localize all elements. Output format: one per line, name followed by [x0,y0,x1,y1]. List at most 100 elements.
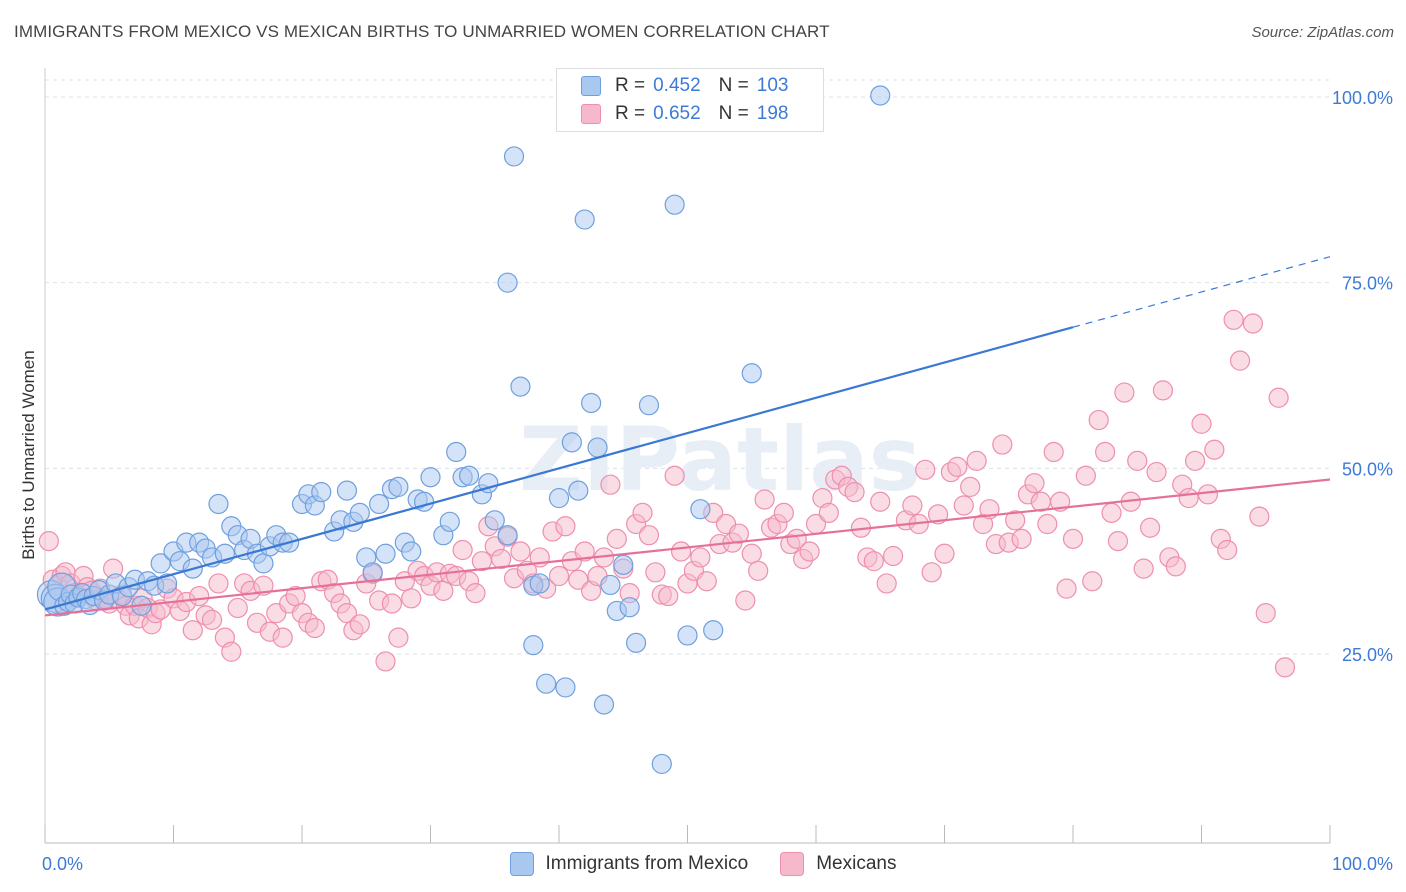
source-label: Source: ZipAtlas.com [1251,24,1394,41]
point-immigrants-96 [677,625,698,646]
axes [44,68,1331,844]
point-immigrants-72 [497,525,518,546]
point-immigrants-93 [638,395,660,416]
point-immigrants-66 [446,441,467,463]
point-mexicans-110 [690,547,711,568]
point-mexicans-107 [670,541,692,562]
point-mexicans-177 [1133,558,1154,579]
legend-r-label: R = [615,103,646,124]
point-mexicans-184 [1178,487,1199,509]
point-mexicans-120 [754,489,775,510]
point-mexicans-161 [1024,473,1045,494]
point-mexicans-31 [182,620,203,641]
point-mexicans-188 [1204,439,1225,460]
tick-labels: 25.0% 50.0% 75.0% 100.0% 0.0% 100.0% [42,88,1393,874]
legend-n-label: N = [718,75,749,96]
point-mexicans-190 [1217,539,1238,561]
legend-row-immigrants: R = 0.452 N = 103 [581,73,788,99]
point-immigrants-99 [741,363,762,384]
bottom-legend-label: Mexicans [816,853,897,874]
bottom-legend-swatch-pink [780,852,805,876]
point-mexicans-0 [38,531,59,552]
point-mexicans-116 [728,523,750,544]
legend-n-value: 103 [756,75,789,96]
point-immigrants-52 [349,502,370,523]
point-mexicans-37 [221,641,242,662]
point-mexicans-196 [1268,387,1289,408]
point-immigrants-60 [401,541,422,562]
legend-swatch-blue [581,76,601,96]
point-immigrants-80 [548,487,570,509]
point-mexicans-176 [1127,450,1148,472]
point-mexicans-32 [189,585,210,607]
point-immigrants-24 [156,573,178,594]
point-immigrants-47 [311,481,332,503]
point-immigrants-77 [529,573,550,594]
point-immigrants-58 [388,476,409,497]
point-immigrants-91 [619,597,640,618]
point-mexicans-152 [966,450,987,472]
point-mexicans-73 [452,539,473,561]
point-mexicans-167 [1062,528,1084,549]
point-mexicans-195 [1255,603,1276,624]
point-mexicans-125 [786,528,807,549]
point-mexicans-166 [1056,578,1077,599]
point-mexicans-70 [433,580,454,601]
point-mexicans-139 [876,573,897,594]
point-mexicans-170 [1088,409,1109,431]
point-immigrants-86 [587,437,608,458]
point-mexicans-156 [992,434,1013,455]
point-immigrants-100 [870,85,891,106]
legend-r-label: R = [615,75,646,96]
bottom-legend-label: Immigrants from Mexico [545,853,749,874]
point-mexicans-111 [696,571,717,592]
legend-r-value: 0.452 [653,75,701,96]
point-mexicans-101 [632,502,653,523]
point-mexicans-79 [491,548,512,570]
chart-title: IMMIGRANTS FROM MEXICO VS MEXICAN BIRTHS… [14,22,830,41]
point-mexicans-65 [401,588,422,609]
point-immigrants-32 [208,493,229,515]
point-immigrants-71 [484,510,505,531]
point-mexicans-179 [1146,461,1167,483]
point-mexicans-134 [844,481,865,503]
point-immigrants-50 [336,480,358,501]
y-tick-label: 25.0% [1342,645,1393,665]
y-axis-label: Births to Unmarried Women [19,350,38,559]
legend: R = 0.452 N = 103 R = 0.652 N = 198 [556,68,824,132]
trend-line-mexicans [44,478,1331,617]
point-mexicans-186 [1191,413,1212,434]
point-mexicans-127 [799,541,820,562]
point-mexicans-62 [381,593,403,614]
point-mexicans-147 [934,543,955,564]
legend-swatch-pink [581,104,601,124]
bottom-legend-immigrants: Immigrants from Mexico [509,852,749,876]
point-immigrants-39 [253,553,274,574]
y-tick-label: 100.0% [1332,88,1393,108]
point-mexicans-149 [947,456,968,477]
point-mexicans-119 [748,560,769,581]
point-mexicans-137 [863,551,884,572]
point-mexicans-197 [1274,657,1296,678]
point-mexicans-169 [1082,571,1103,592]
point-mexicans-172 [1101,502,1122,523]
point-mexicans-34 [201,609,223,630]
point-mexicans-163 [1037,513,1058,535]
point-mexicans-171 [1095,441,1116,463]
point-mexicans-191 [1223,309,1244,330]
point-mexicans-96 [600,474,621,495]
point-immigrants-73 [503,146,525,167]
legend-n-label: N = [718,103,749,124]
point-mexicans-75 [465,583,486,604]
point-mexicans-91 [568,569,589,590]
point-immigrants-56 [375,543,396,564]
point-immigrants-78 [523,634,544,656]
point-mexicans-180 [1152,380,1174,401]
point-mexicans-130 [818,502,839,523]
point-mexicans-42 [253,575,274,596]
series-immigrants-points [36,83,891,775]
point-mexicans-164 [1043,441,1064,463]
point-immigrants-74 [497,272,518,293]
point-immigrants-82 [561,432,582,453]
